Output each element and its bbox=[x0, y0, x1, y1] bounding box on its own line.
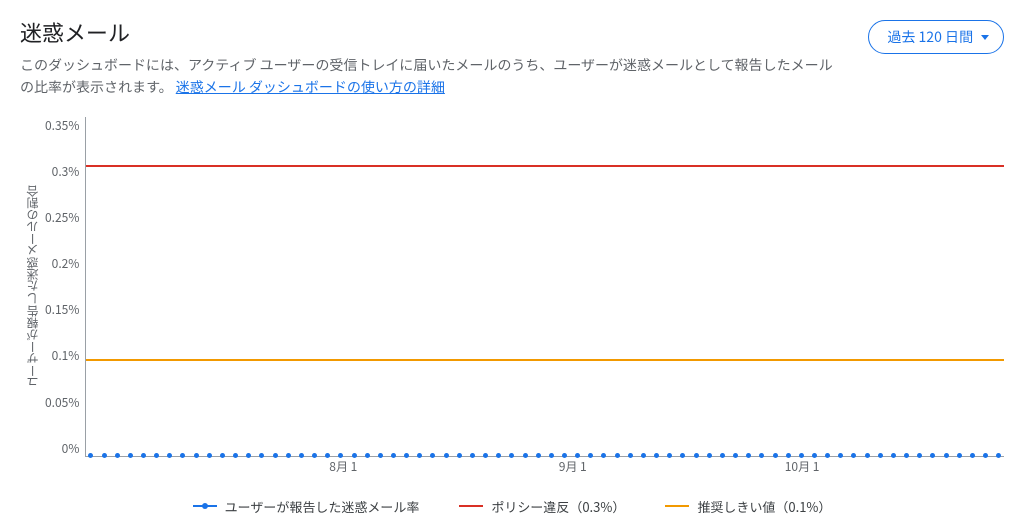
line-dot-icon bbox=[193, 505, 217, 507]
y-tick: 0.05% bbox=[45, 394, 79, 411]
legend: ユーザーが報告した迷惑メール率 ポリシー違反（0.3%） 推奨しきい値（0.1%） bbox=[20, 497, 1004, 516]
y-tick: 0.1% bbox=[52, 347, 80, 364]
header: 迷惑メール このダッシュボードには、アクティブ ユーザーの受信トレイに届いたメー… bbox=[20, 16, 1004, 99]
legend-item: ユーザーが報告した迷惑メール率 bbox=[193, 497, 420, 516]
x-axis-ticks: 8月 1 9月 1 10月 1 bbox=[86, 458, 1004, 478]
y-axis-ticks: 0.35% 0.3% 0.25% 0.2% 0.15% 0.1% 0.05% 0% bbox=[45, 117, 85, 457]
legend-item: 推奨しきい値（0.1%） bbox=[665, 497, 831, 516]
line-icon bbox=[665, 505, 689, 507]
time-range-dropdown[interactable]: 過去 120 日間 bbox=[868, 20, 1004, 54]
help-link[interactable]: 迷惑メール ダッシュボードの使い方の詳細 bbox=[176, 77, 445, 97]
x-tick: 8月 1 bbox=[329, 458, 357, 475]
legend-label: ポリシー違反（0.3%） bbox=[491, 497, 625, 516]
page-title: 迷惑メール bbox=[20, 16, 840, 48]
time-range-label: 過去 120 日間 bbox=[887, 27, 973, 47]
legend-item: ポリシー違反（0.3%） bbox=[459, 497, 625, 516]
legend-label: 推奨しきい値（0.1%） bbox=[697, 497, 831, 516]
y-tick: 0.15% bbox=[45, 301, 79, 318]
y-tick: 0.35% bbox=[45, 117, 79, 134]
header-text: 迷惑メール このダッシュボードには、アクティブ ユーザーの受信トレイに届いたメー… bbox=[20, 16, 840, 99]
chevron-down-icon bbox=[981, 35, 989, 40]
plot-area: 8月 19月 110月 1 bbox=[85, 117, 1004, 457]
spam-chart: ユーザーが報告した迷惑メールの割合 0.35% 0.3% 0.25% 0.2% 0.15… bbox=[20, 117, 1004, 457]
line-icon bbox=[459, 505, 483, 507]
legend-label: ユーザーが報告した迷惑メール率 bbox=[225, 497, 420, 516]
x-tick: 9月 1 bbox=[559, 458, 587, 475]
y-tick: 0.25% bbox=[45, 209, 79, 226]
y-tick: 0% bbox=[62, 440, 80, 457]
y-axis-label: ユーザーが報告した迷惑メールの割合 bbox=[20, 117, 45, 457]
y-tick: 0.3% bbox=[52, 163, 80, 180]
x-tick: 10月 1 bbox=[785, 458, 820, 475]
y-tick: 0.2% bbox=[52, 255, 80, 272]
threshold-policy bbox=[86, 165, 1004, 167]
threshold-recommended bbox=[86, 359, 1004, 361]
description: このダッシュボードには、アクティブ ユーザーの受信トレイに届いたメールのうち、ユ… bbox=[20, 54, 840, 99]
